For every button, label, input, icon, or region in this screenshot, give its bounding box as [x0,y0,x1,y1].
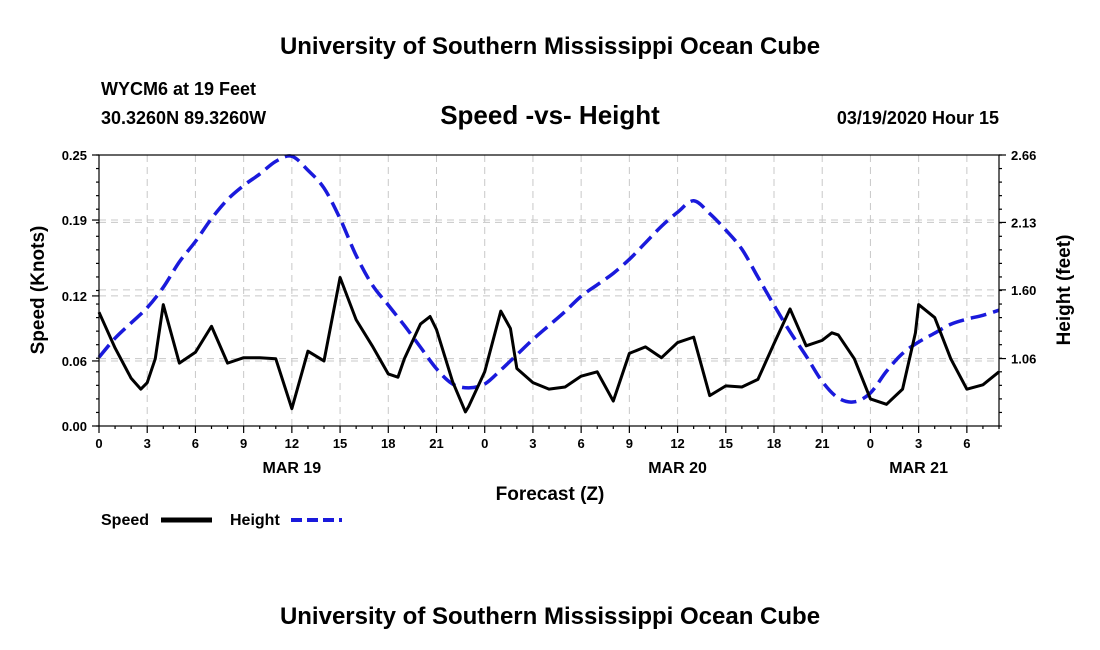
page-title: University of Southern Mississippi Ocean… [280,33,820,60]
x-tick-label: 21 [815,436,829,451]
y-right-tick-label: 1.06 [1011,352,1036,367]
x-axis-title: Forecast (Z) [496,484,605,505]
x-tick-label: 9 [626,436,633,451]
height-line [97,154,1000,404]
x-tick-label: 3 [915,436,922,451]
station-label: WYCM6 at 19 Feet [101,79,256,99]
y-right-tick-label: 2.66 [1011,148,1036,163]
axes: 0 3 6 9 12 15 18 21 0 3 6 9 12 15 18 21 0 3 6 MAR 19 MAR 20 M… [62,148,1037,477]
y-left-tick-label: 0.25 [62,148,87,163]
x-tick-label: 3 [144,436,151,451]
y-left-tick-label: 0.06 [62,354,87,369]
x-tick-label: 9 [240,436,247,451]
x-tick-label: 15 [719,436,733,451]
legend-speed-label: Speed [101,512,149,529]
x-tick-label: 6 [578,436,585,451]
x-tick-label: 21 [429,436,443,451]
speed-line [97,275,1000,414]
y-right-tick-label: 2.13 [1011,215,1036,230]
x-tick-label: 18 [381,436,395,451]
height-series [97,154,1000,404]
x-tick-label: 0 [481,436,488,451]
y-right-tick-label: 1.60 [1011,283,1036,298]
x-tick-label: 6 [192,436,199,451]
legend-height-label: Height [230,512,280,529]
date-label: MAR 20 [648,460,707,477]
x-tick-label: 0 [95,436,102,451]
x-tick-label: 3 [529,436,536,451]
date-label: MAR 21 [889,460,948,477]
location-label: 30.3260N 89.3260W [101,108,266,128]
y-left-tick-label: 0.12 [62,289,87,304]
y-axis-right-title: Height (feet) [1054,235,1075,346]
datetime-label: 03/19/2020 Hour 15 [837,108,999,128]
x-tick-label: 18 [767,436,781,451]
footer-title: University of Southern Mississippi Ocean… [280,603,820,630]
speed-series [97,275,1000,414]
x-tick-label: 12 [670,436,684,451]
x-tick-label: 12 [285,436,299,451]
legend: Speed Height [101,512,342,529]
y-left-tick-label: 0.19 [62,213,87,228]
grid-lines [99,155,999,426]
chart-title: Speed -vs- Height [440,100,660,130]
x-tick-label: 0 [867,436,874,451]
x-tick-label: 15 [333,436,347,451]
y-axis-left-title: Speed (Knots) [28,226,49,355]
x-tick-label: 6 [963,436,970,451]
date-label: MAR 19 [263,460,322,477]
y-left-tick-label: 0.00 [62,419,87,434]
